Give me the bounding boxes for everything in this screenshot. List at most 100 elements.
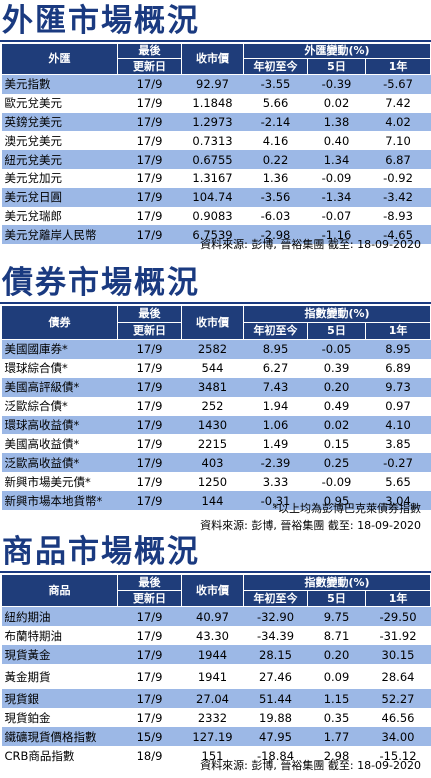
header-last: 最後 <box>117 43 182 59</box>
commodity-section-title: 商品市場概況 <box>2 534 200 570</box>
row-date: 17/9 <box>117 377 182 397</box>
row-name: 黃金期貨 <box>1 664 118 689</box>
row-close: 27.04 <box>181 689 244 708</box>
table-row: 美國高收益債* 17/9 2215 1.49 0.15 3.85 <box>1 434 431 454</box>
row-name: 環球綜合債* <box>1 358 118 378</box>
row-close: 92.97 <box>181 74 244 94</box>
row-5d: 1.15 <box>307 689 366 708</box>
row-ytd: 51.44 <box>243 689 308 708</box>
row-5d: -0.05 <box>307 339 366 359</box>
row-1y: 9.73 <box>365 377 431 397</box>
row-name: 泛歐綜合債* <box>1 396 118 416</box>
table-row: 紐元兌美元 17/9 0.6755 0.22 1.34 6.87 <box>1 150 431 169</box>
row-name: 新興市場本地貨幣* <box>1 491 118 511</box>
row-1y: 28.64 <box>365 664 431 689</box>
row-date: 17/9 <box>117 645 182 664</box>
fx-source: 資料來源: 彭博, 晉裕集團 截至: 18-09-2020 <box>200 238 421 251</box>
row-close: 0.9083 <box>181 206 244 226</box>
row-1y: 0.97 <box>365 396 431 416</box>
row-ytd: 6.27 <box>243 358 308 378</box>
row-ytd: -2.14 <box>243 112 308 132</box>
row-name: 紐約期油 <box>1 606 118 626</box>
header-5d: 5日 <box>307 590 366 607</box>
table-row: 美元兌日圓 17/9 104.74 -3.56 -1.34 -3.42 <box>1 187 431 207</box>
row-ytd: -2.98 <box>243 225 308 245</box>
row-ytd: 1.49 <box>243 434 308 454</box>
row-close: 0.6755 <box>181 150 244 169</box>
row-close: 6.7539 <box>181 225 244 245</box>
row-name: CRB商品指數 <box>1 746 118 765</box>
row-date: 17/9 <box>117 112 182 132</box>
bond-section-title: 債券市場概況 <box>2 265 200 301</box>
row-5d: -0.07 <box>307 206 366 226</box>
table-row: 美元兌瑞郎 17/9 0.9083 -6.03 -0.07 -8.93 <box>1 206 431 226</box>
row-ytd: -0.31 <box>243 491 308 511</box>
bond-table: 債券 最後 收市價 指數變動(%) 更新日 年初至今 5日 1年 美國國庫券* 1… <box>1 305 431 511</box>
row-date: 17/9 <box>117 664 182 689</box>
header-change: 外匯變動(%) <box>242 43 431 59</box>
fx-table: 外匯 最後 收市價 外匯變動(%) 更新日 年初至今 5日 1年 美元指數 17/… <box>1 43 431 245</box>
table-row: 英鎊兌美元 17/9 1.2973 -2.14 1.38 4.02 <box>1 112 431 132</box>
row-date: 17/9 <box>117 415 182 435</box>
row-1y: 5.65 <box>365 472 431 492</box>
header-ytd: 年初至今 <box>243 322 308 340</box>
row-1y: -8.93 <box>365 206 431 226</box>
row-ytd: 7.43 <box>243 377 308 397</box>
fx-section-title: 外匯市場概況 <box>2 3 200 39</box>
row-5d: 1.38 <box>307 112 366 132</box>
header-name: 債券 <box>1 305 118 340</box>
row-ytd: 1.06 <box>243 415 308 435</box>
header-last: 最後 <box>117 305 182 323</box>
row-date: 17/9 <box>117 187 182 207</box>
row-1y: 8.95 <box>365 339 431 359</box>
row-name: 紐元兌美元 <box>1 150 118 169</box>
row-ytd: -3.56 <box>243 187 308 207</box>
row-ytd: 28.15 <box>243 645 308 664</box>
row-date: 17/9 <box>117 168 182 188</box>
row-1y: 6.89 <box>365 358 431 378</box>
row-name: 美國高收益債* <box>1 434 118 454</box>
row-date: 17/9 <box>117 150 182 169</box>
row-ytd: -34.39 <box>243 626 308 645</box>
row-5d: 0.20 <box>307 645 366 664</box>
row-close: 40.97 <box>181 606 244 626</box>
row-5d: 0.25 <box>307 453 366 473</box>
row-1y: -29.50 <box>365 606 431 626</box>
row-name: 美國高評級債* <box>1 377 118 397</box>
row-1y: 6.87 <box>365 150 431 169</box>
header-close: 收市價 <box>181 305 244 340</box>
header-update-date: 更新日 <box>117 590 182 607</box>
table-row: 澳元兌美元 17/9 0.7313 4.16 0.40 7.10 <box>1 131 431 151</box>
row-close: 544 <box>181 358 244 378</box>
row-5d: 0.49 <box>307 396 366 416</box>
row-close: 151 <box>181 746 244 765</box>
table-row: 環球綜合債* 17/9 544 6.27 0.39 6.89 <box>1 358 431 378</box>
row-name: 英鎊兌美元 <box>1 112 118 132</box>
row-date: 17/9 <box>117 708 182 727</box>
row-date: 17/9 <box>117 225 182 245</box>
row-1y: -4.65 <box>365 225 431 245</box>
table-row: 歐元兌美元 17/9 1.1848 5.66 0.02 7.42 <box>1 93 431 113</box>
header-name: 外匯 <box>1 43 118 75</box>
header-5d: 5日 <box>307 58 366 75</box>
row-name: 現貨銀 <box>1 689 118 708</box>
table-row: 鐵礦現貨價格指數 15/9 127.19 47.95 1.77 34.00 <box>1 727 431 746</box>
row-5d: -1.34 <box>307 187 366 207</box>
row-5d: 8.71 <box>307 626 366 645</box>
row-5d: -0.09 <box>307 168 366 188</box>
row-5d: 0.39 <box>307 358 366 378</box>
row-ytd: 0.22 <box>243 150 308 169</box>
row-5d: -1.16 <box>307 225 366 245</box>
row-name: 環球高收益債* <box>1 415 118 435</box>
row-1y: 34.00 <box>365 727 431 746</box>
row-date: 15/9 <box>117 727 182 746</box>
row-close: 104.74 <box>181 187 244 207</box>
row-1y: -15.12 <box>365 746 431 765</box>
row-name: 美元兌離岸人民幣 <box>1 225 118 245</box>
table-row: 環球高收益債* 17/9 1430 1.06 0.02 4.10 <box>1 415 431 435</box>
row-5d: 2.98 <box>307 746 366 765</box>
row-ytd: -2.39 <box>243 453 308 473</box>
header-name: 商品 <box>1 574 118 607</box>
row-name: 鐵礦現貨價格指數 <box>1 727 118 746</box>
header-last: 最後 <box>117 574 182 591</box>
